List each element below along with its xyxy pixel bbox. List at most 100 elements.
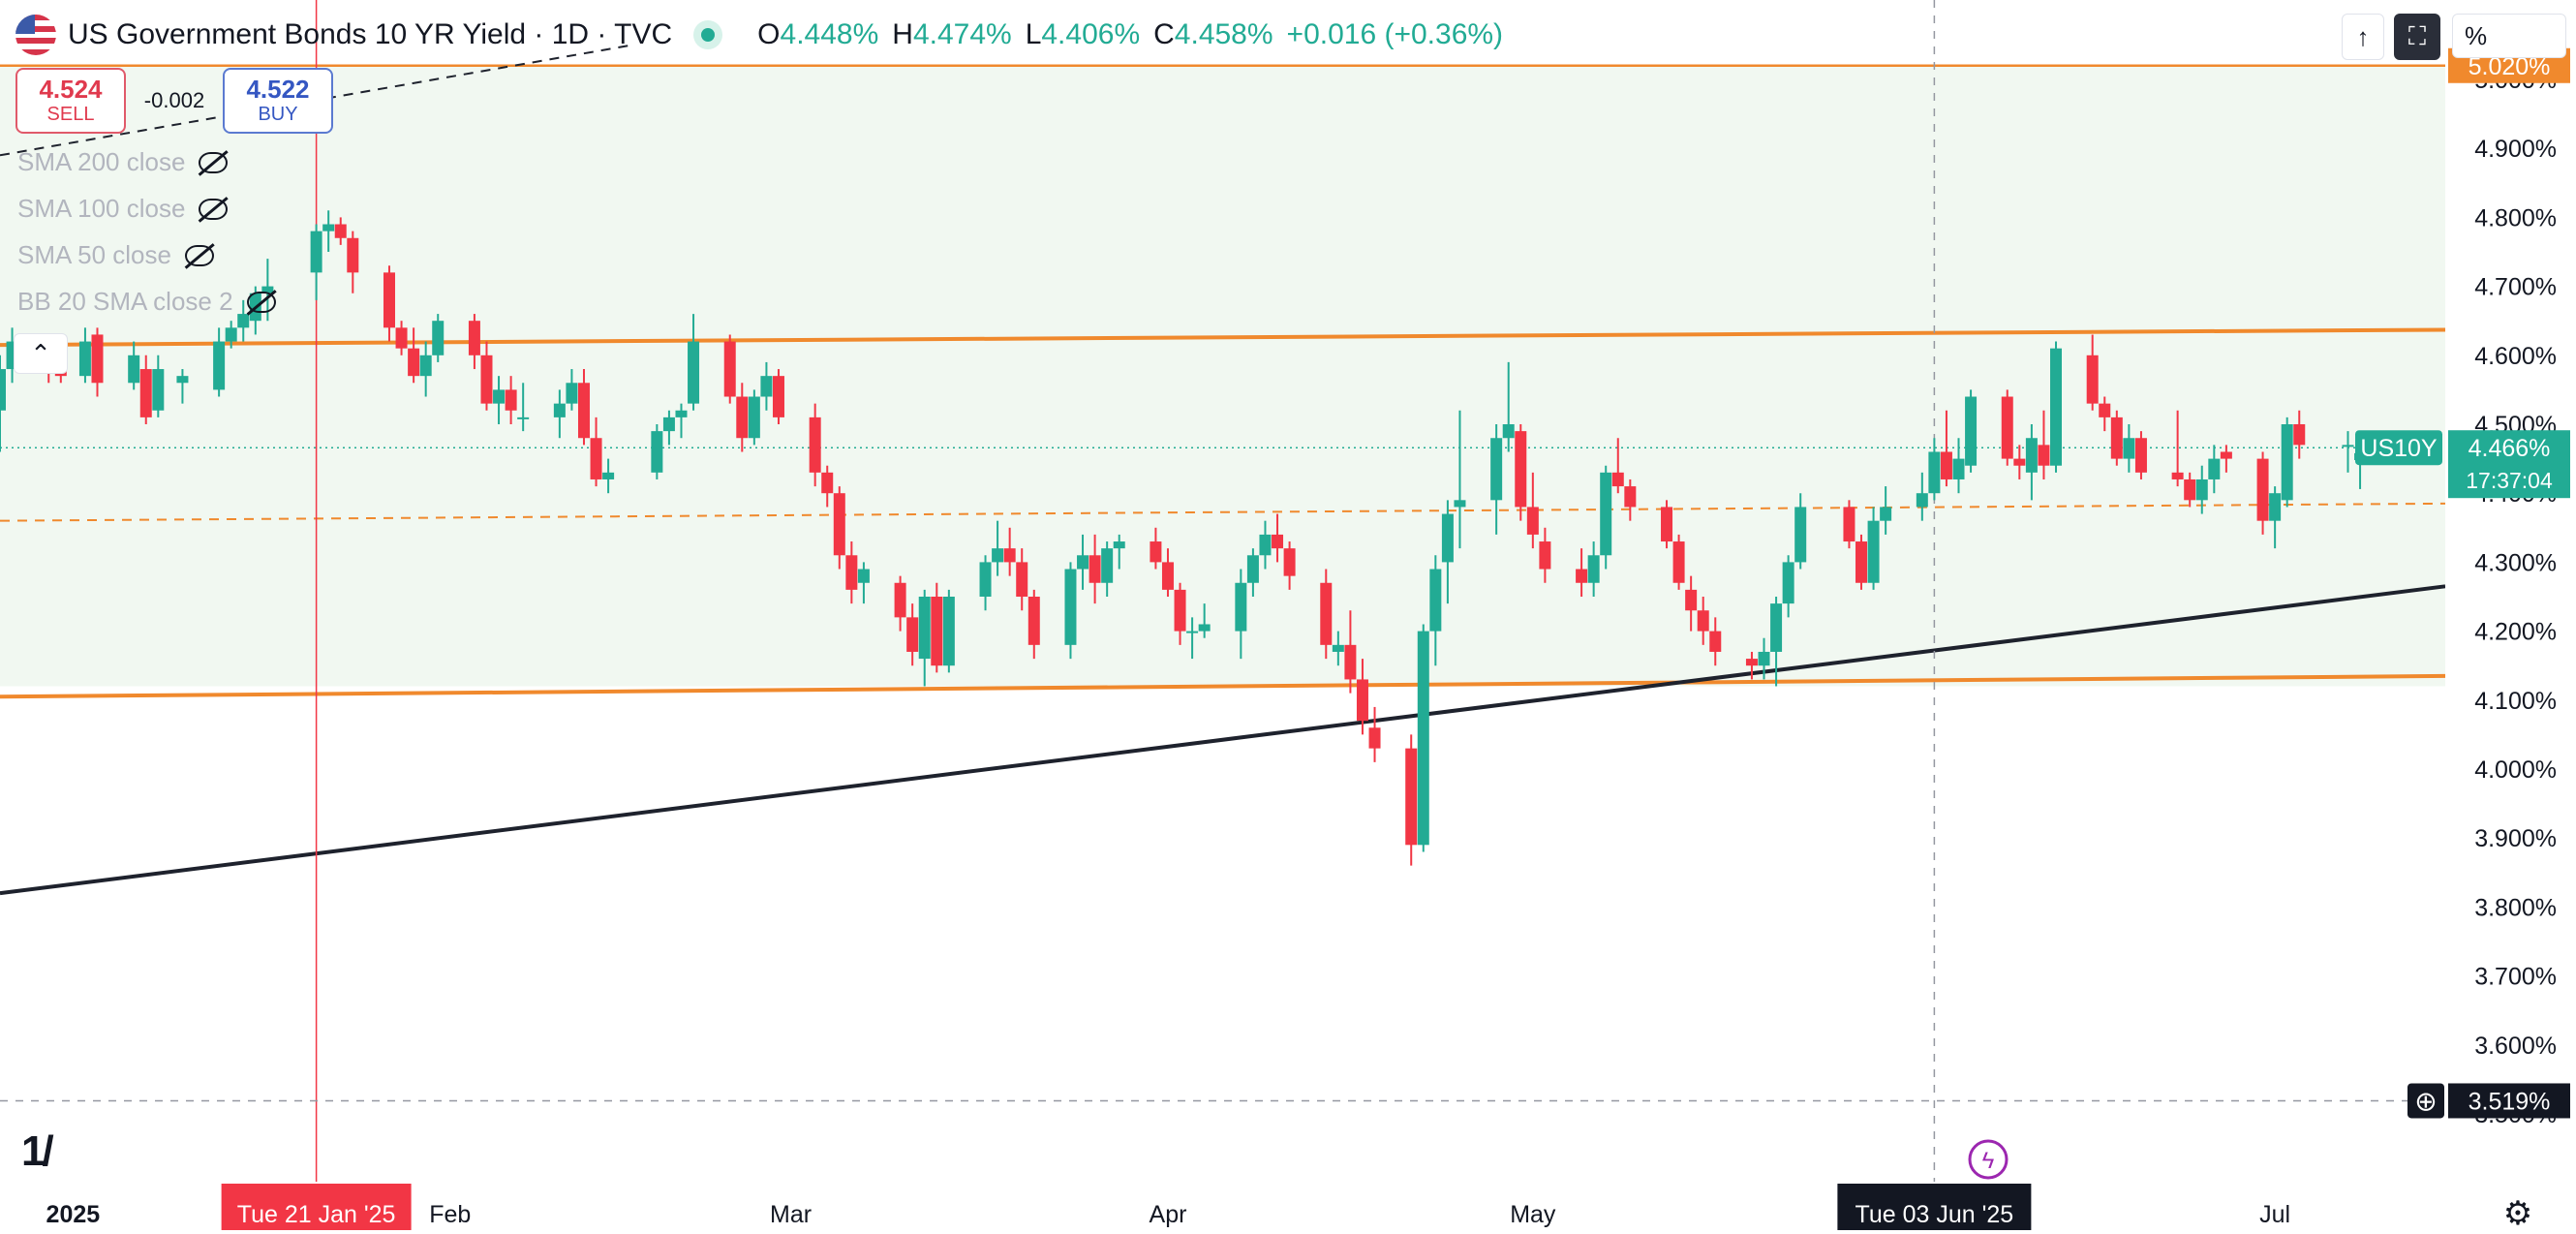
candle (1016, 548, 1028, 611)
candle-body (493, 389, 506, 404)
candle-body (736, 396, 749, 439)
x-tick-label: Feb (429, 1201, 471, 1228)
candle-body (1113, 541, 1125, 549)
candle-body (176, 376, 189, 384)
close-label: C (1153, 18, 1175, 50)
countdown-label: 17:37:04 (2466, 468, 2553, 493)
trend-line-rising-trendline (0, 584, 2446, 896)
candle-body (1940, 451, 1952, 479)
candle (1405, 734, 1418, 866)
indicator-sma-50[interactable]: SMA 50 close (17, 240, 214, 270)
candle-body (1235, 582, 1247, 632)
hidden-eye-icon[interactable] (199, 151, 229, 173)
indicator-sma-200[interactable]: SMA 200 close (17, 147, 229, 177)
candle-body (1272, 534, 1284, 549)
candle-body (566, 383, 578, 404)
candle (2342, 431, 2354, 473)
sell-label: SELL (46, 104, 95, 126)
candle (651, 424, 663, 479)
candle (408, 327, 420, 384)
candle (2293, 410, 2306, 459)
candle (1344, 610, 1357, 694)
candle-body (760, 376, 773, 397)
arrow-up-button[interactable]: ↑ (2342, 14, 2384, 60)
candle-body (845, 555, 858, 590)
candle (2256, 451, 2269, 535)
y-tick-label: 4.800% (2474, 204, 2557, 231)
candle-body (310, 231, 322, 273)
candle (1855, 534, 1868, 590)
last-price-badge (2448, 430, 2570, 499)
indicator-sma-100[interactable]: SMA 100 close (17, 194, 229, 224)
hidden-eye-icon[interactable] (246, 291, 276, 313)
candle-body (2050, 348, 2063, 466)
candle (237, 299, 250, 342)
candle-body (2001, 396, 2013, 459)
candle-body (857, 569, 870, 583)
buy-price: 4.522 (246, 74, 310, 104)
candle (2110, 410, 2123, 466)
chevron-up-icon: ⌃ (30, 338, 51, 368)
candle-body (2256, 458, 2269, 521)
candle-body (918, 597, 931, 660)
symbol-title[interactable]: US Government Bonds 10 YR Yield · 1D · T… (68, 18, 673, 50)
open-label: O (757, 18, 781, 50)
indicator-bb-20[interactable]: BB 20 SMA close 2 (17, 287, 276, 317)
candle-body (1344, 644, 1357, 680)
candle (2025, 424, 2038, 501)
hidden-eye-icon[interactable] (184, 244, 214, 266)
candle-body (2220, 451, 2232, 459)
candle (468, 314, 480, 370)
tradingview-logo-icon: 1/ (21, 1127, 54, 1175)
candle (1368, 706, 1381, 762)
candle-body (651, 431, 663, 473)
buy-button[interactable]: 4.522 BUY (223, 68, 333, 134)
candle (590, 416, 602, 487)
candle (1782, 555, 1794, 618)
scale-toggle[interactable]: % (2452, 14, 2566, 58)
candle-body (2293, 424, 2306, 446)
candle-body (1502, 424, 1515, 439)
candle (2281, 416, 2293, 508)
candle (1940, 410, 1952, 487)
x-tick-label: Mar (770, 1201, 812, 1228)
candle (1150, 527, 1162, 570)
candle-body (225, 327, 237, 342)
candle-body (748, 396, 760, 439)
candle-body (833, 493, 845, 556)
candle (1661, 500, 1673, 549)
candle-body (553, 403, 566, 417)
channel-zone-fill (0, 65, 2445, 687)
fullscreen-button[interactable]: ⛶ (2394, 14, 2440, 60)
hidden-eye-icon[interactable] (199, 198, 229, 220)
candle-body (1283, 548, 1296, 576)
candle (1077, 534, 1089, 590)
candle-body (1855, 541, 1868, 583)
candle-body (1417, 631, 1429, 846)
high-label: H (892, 18, 913, 50)
candle (1843, 500, 1855, 549)
collapse-legend-button[interactable]: ⌃ (14, 333, 68, 374)
candle-body (78, 341, 91, 377)
candle (723, 334, 736, 404)
change-value: +0.016 (+0.36%) (1286, 18, 1504, 50)
candle (432, 314, 445, 362)
candle-body (1320, 582, 1333, 645)
candle (1272, 513, 1284, 563)
channel-line-support (0, 673, 2446, 699)
sell-button[interactable]: 4.524 SELL (15, 68, 126, 134)
y-tick-label: 4.000% (2474, 756, 2557, 784)
candle (1587, 541, 1600, 597)
candle-body (1587, 555, 1600, 583)
candle-body (688, 341, 700, 404)
candle (1161, 548, 1174, 597)
candle (772, 369, 784, 424)
market-status-icon[interactable] (693, 20, 723, 49)
candle (1003, 527, 1016, 576)
candle (1685, 575, 1698, 632)
candle-body (1624, 486, 1637, 508)
candle-body (2208, 458, 2221, 479)
candle (809, 403, 821, 487)
x-tick-label: Jul (2259, 1201, 2290, 1228)
